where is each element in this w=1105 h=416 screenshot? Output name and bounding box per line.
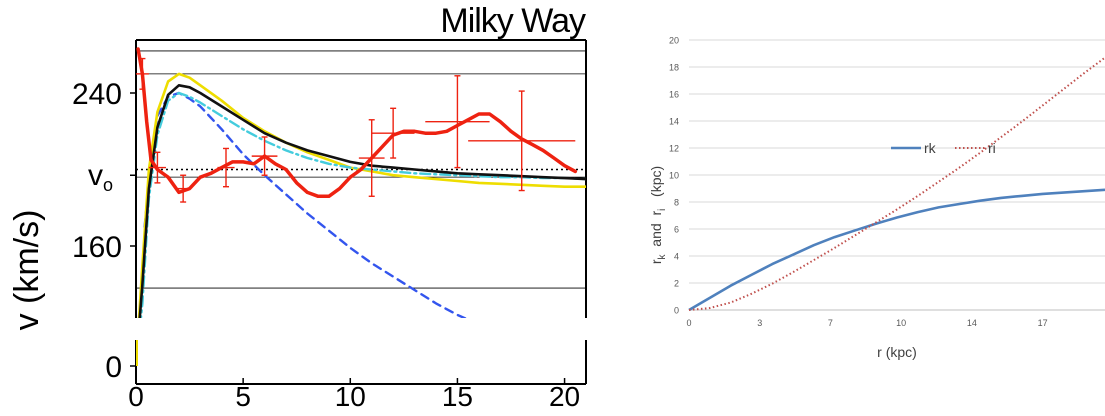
right-y-tick-label-0: 0	[674, 306, 679, 316]
right-x-tick-label-2: 7	[828, 318, 833, 328]
left-chart-title: Milky Way	[440, 2, 586, 40]
left-error-bar-6	[371, 107, 415, 159]
right-x-tick-label-4: 14	[967, 318, 977, 328]
left-error-bar-2	[176, 174, 190, 203]
left-x-tick-label-4: 20	[549, 381, 580, 412]
left-x-tick-label-1: 5	[235, 381, 251, 412]
left-y-axis-label: v (km/s)	[8, 210, 46, 331]
right-y-tick-label-4: 8	[674, 198, 679, 208]
right-y-tick-label-8: 16	[669, 90, 679, 100]
right-x-tick-label-0: 0	[686, 318, 691, 328]
left-error-bar-7	[425, 75, 490, 169]
left-series-observed	[136, 47, 578, 199]
left-error-bar-0	[136, 57, 149, 90]
right-y-tick-label-6: 12	[669, 144, 679, 154]
right-y-tick-label-10: 20	[669, 36, 679, 46]
left-chart: 240 vo 160 00 5 10 15 20 Milky Way v (km/s)	[8, 2, 587, 412]
right-y-tick-label-7: 14	[669, 117, 679, 127]
left-y-tick-label-3: 0	[105, 351, 122, 384]
left-series-total	[138, 84, 586, 318]
right-legend: rk ri	[891, 140, 996, 156]
left-x-tick-label-3: 15	[442, 381, 473, 412]
left-series-dashed	[143, 91, 468, 318]
left-plot-area	[136, 47, 586, 318]
right-y-axis-label: rk and ri (kpc)	[648, 166, 668, 264]
left-error-bar-3	[217, 147, 235, 188]
legend-label-ri: ri	[988, 140, 996, 156]
right-chart: 0 2 4 6 8 10 12 14 16 18 20 0 3 7 10 14 17 r (kpc) rk and …	[648, 36, 1105, 360]
left-error-bar-5	[358, 119, 385, 197]
left-y-tick-label-1: vo	[88, 159, 113, 195]
legend-label-rk: rk	[924, 140, 937, 156]
right-series-rk	[688, 188, 1105, 312]
left-y-tick-label-2: 160	[72, 231, 122, 264]
right-x-tick-label-3: 10	[896, 318, 906, 328]
right-y-tick-label-9: 18	[669, 63, 679, 73]
right-x-axis-label: r (kpc)	[877, 344, 917, 360]
left-x-tick-label-0: 0	[128, 381, 144, 412]
right-y-tick-label-3: 6	[674, 225, 679, 235]
left-series-cyan	[139, 91, 586, 318]
right-x-tick-label-5: 17	[1038, 318, 1048, 328]
left-x-tick-label-2: 10	[335, 381, 366, 412]
left-error-bar-8	[468, 90, 576, 192]
right-x-tick-label-1: 3	[757, 318, 762, 328]
left-error-bar-4	[251, 136, 278, 176]
right-y-tick-label-1: 2	[674, 279, 679, 289]
left-error-bar-1	[148, 151, 166, 184]
right-series-ri	[688, 56, 1105, 311]
right-y-tick-label-5: 10	[669, 171, 679, 181]
right-y-tick-label-2: 4	[674, 252, 679, 262]
left-series-yellow	[137, 72, 586, 318]
left-y-tick-label-0: 240	[72, 78, 122, 111]
